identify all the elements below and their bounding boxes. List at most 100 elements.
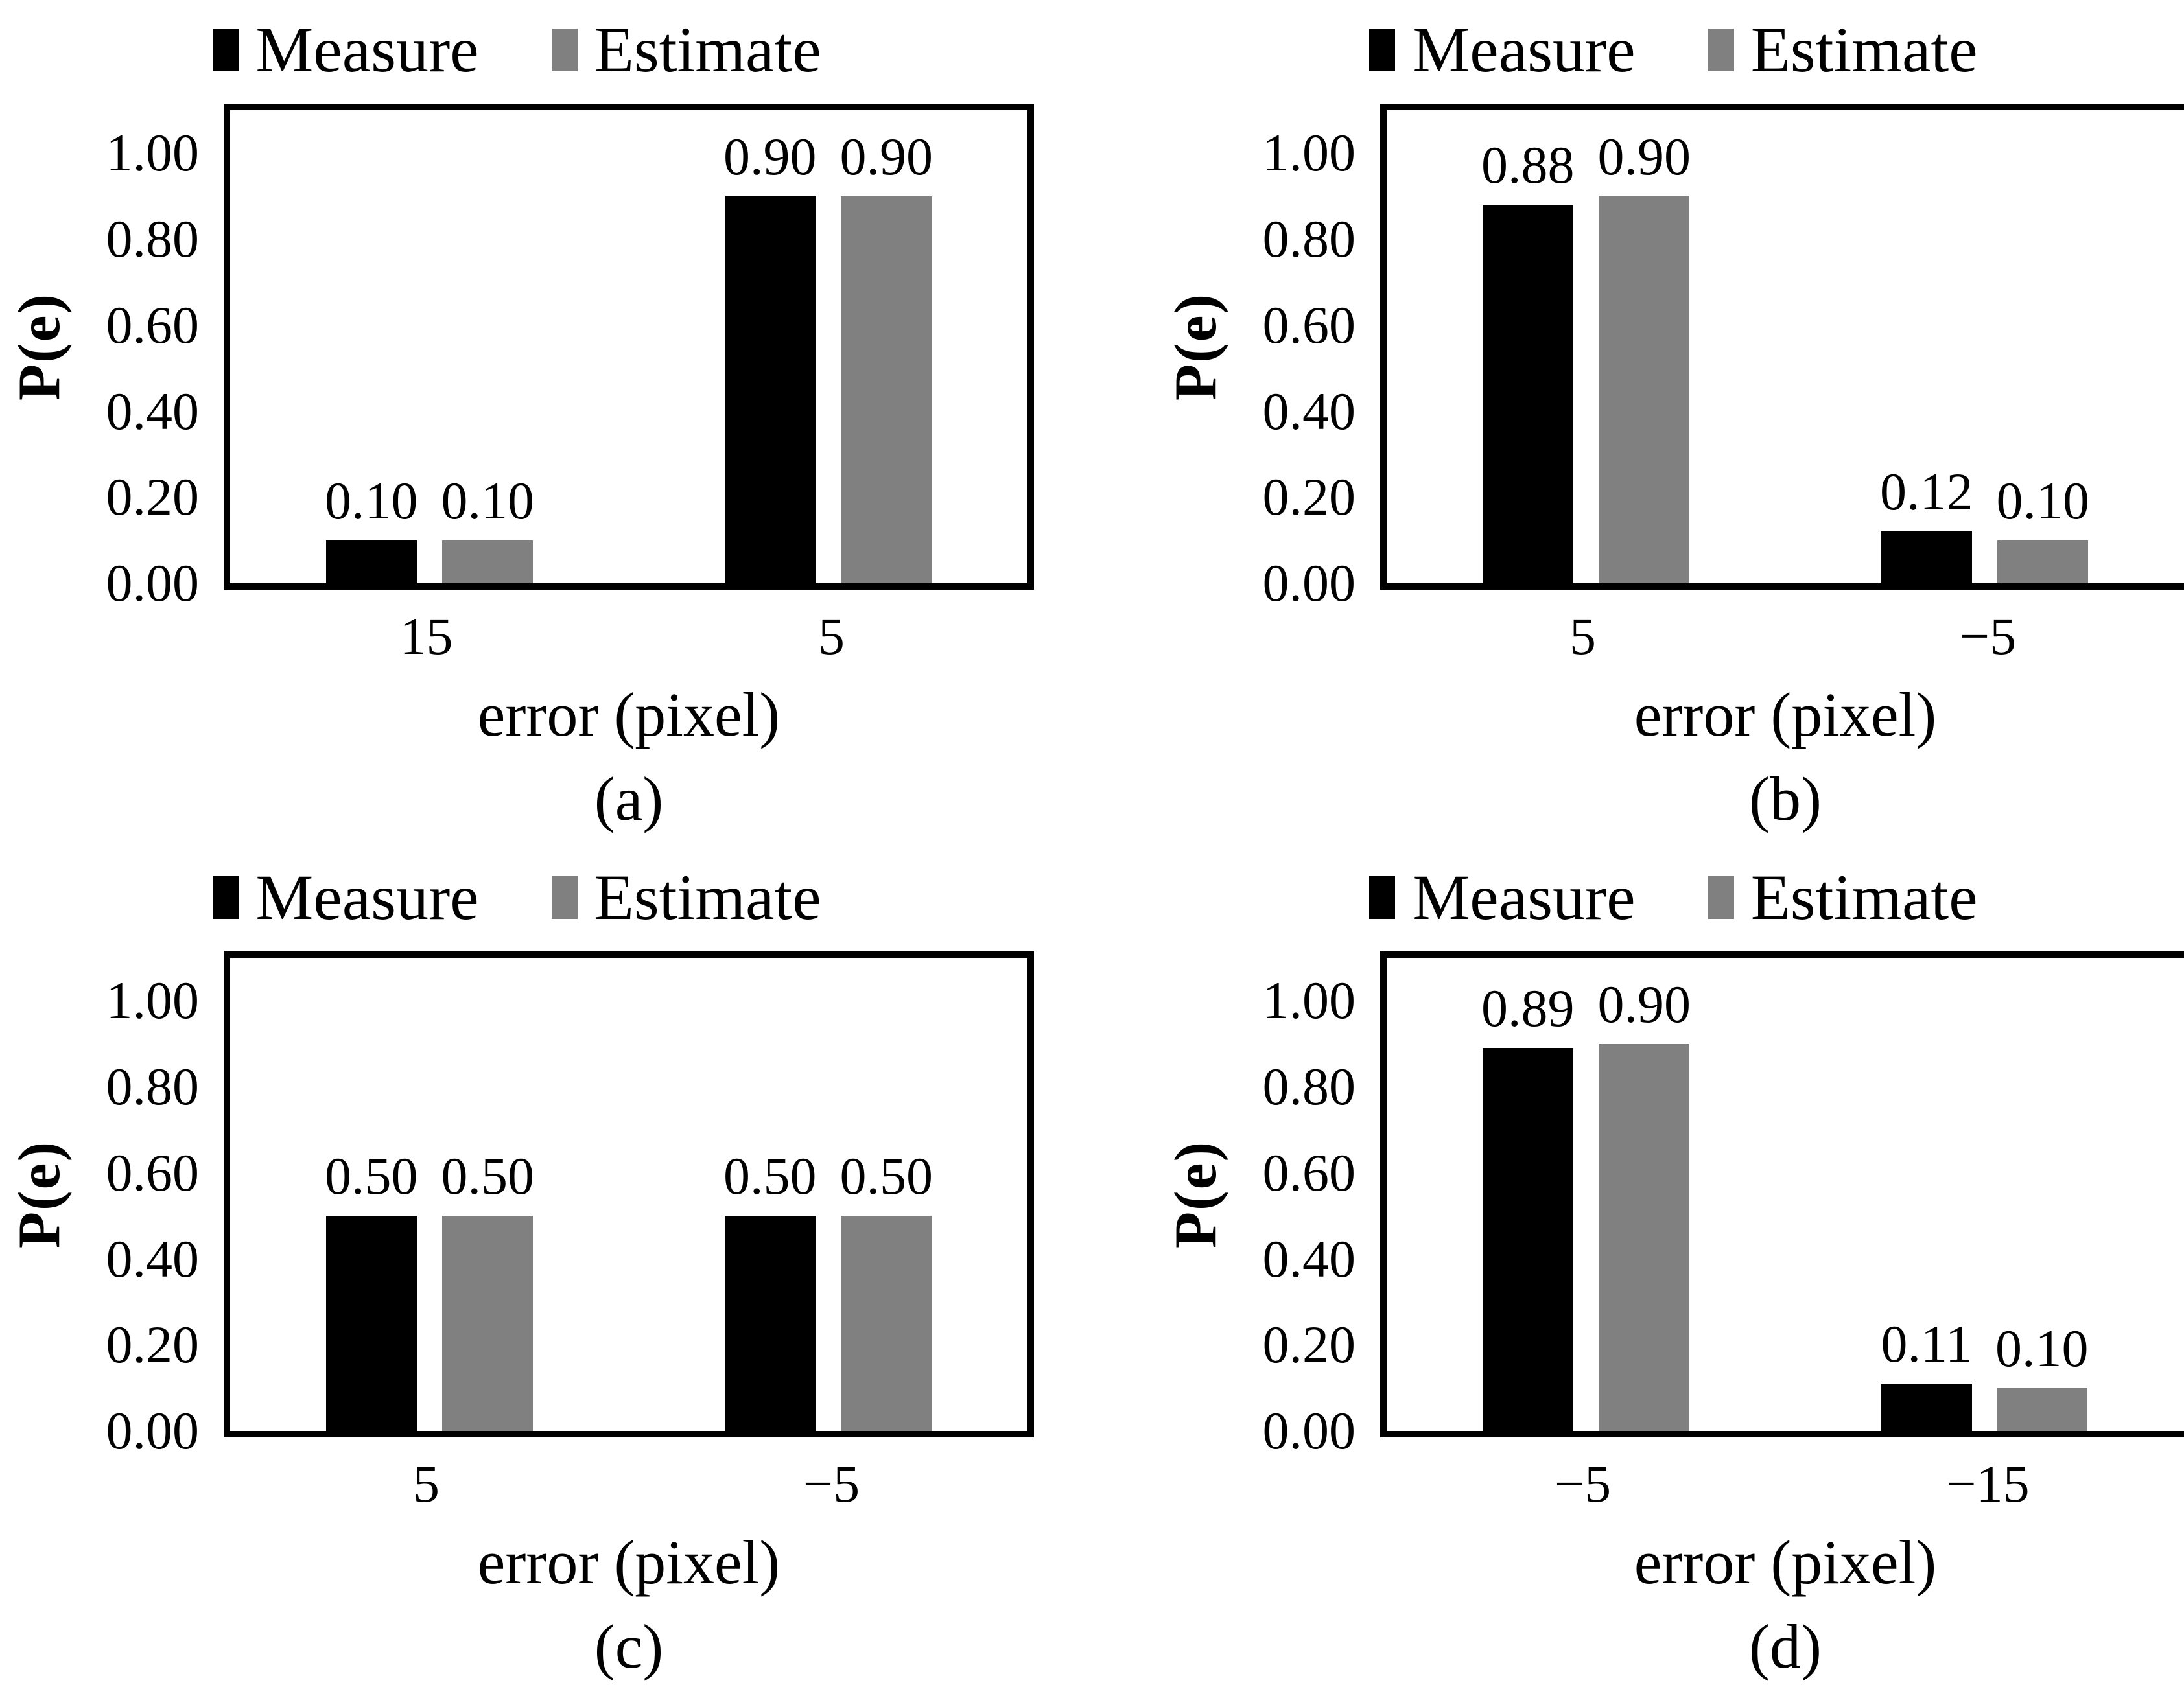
bar-value-label: 0.89: [1481, 979, 1575, 1038]
bar-column-measure: 0.50: [723, 958, 817, 1431]
bar-groups: 0.89 0.90 0.11 0.10: [1387, 958, 2184, 1431]
bar-value-label: 0.90: [1597, 126, 1691, 186]
bar-measure: [1482, 1048, 1573, 1431]
y-axis-title: P(e): [1157, 951, 1234, 1437]
bar-value-label: 0.50: [723, 1146, 817, 1206]
legend: Measure Estimate: [0, 862, 1034, 933]
category-label: −5: [1554, 1454, 1612, 1513]
bar-value-label: 0.90: [1597, 974, 1691, 1034]
bar-value-label: 0.12: [1880, 462, 1973, 522]
x-axis-categories: 5 −5: [224, 1453, 1034, 1518]
bar-value-label: 0.50: [325, 1146, 418, 1206]
legend-label-estimate: Estimate: [1750, 861, 1978, 933]
plot-area: 0.50 0.50 0.50 0.50: [224, 951, 1034, 1437]
bar-measure: [724, 196, 816, 583]
chart-main: P(e) 0.00 0.20 0.40 0.60 0.80 1.00 0.10 0.10 0.…: [0, 104, 1034, 610]
y-tick-label: 0.60: [1262, 295, 1356, 354]
bar-measure: [325, 540, 417, 583]
bar-value-label: 0.11: [1881, 1314, 1972, 1373]
legend-label-estimate: Estimate: [594, 861, 821, 933]
bar-estimate: [442, 1216, 534, 1431]
y-axis-title-text: P(e): [6, 292, 72, 401]
bar-estimate: [1996, 1388, 2087, 1431]
bar-measure: [1881, 1384, 1972, 1431]
legend-item-measure: Measure: [213, 865, 479, 930]
legend: Measure Estimate: [0, 14, 1034, 86]
bar-value-label: 0.88: [1481, 135, 1575, 194]
bar-group: 0.11 0.10: [1785, 958, 2184, 1431]
category-label: 5: [413, 1454, 440, 1513]
y-axis-title: P(e): [1157, 104, 1234, 590]
y-tick-label: 0.60: [1262, 1143, 1356, 1202]
x-axis-title: error (pixel): [477, 1528, 781, 1597]
y-axis-ticks: 0.00 0.20 0.40 0.60 0.80 1.00: [78, 110, 224, 610]
plot-area: 0.89 0.90 0.11 0.10: [1380, 951, 2184, 1437]
cell-c: Measure Estimate P(e) 0.00 0.20 0.40 0.60 0.…: [0, 808, 1092, 1681]
y-tick-label: 1.00: [106, 971, 200, 1030]
cell-a: Measure Estimate P(e) 0.00 0.20 0.40 0.60 0.…: [0, 0, 1092, 833]
measure-swatch-icon: [1369, 29, 1396, 71]
legend-item-estimate: Estimate: [551, 861, 821, 933]
y-axis-ticks: 0.00 0.20 0.40 0.60 0.80 1.00: [1234, 958, 1380, 1458]
bar-column-estimate: 0.50: [840, 958, 933, 1431]
bar-value-label: 0.10: [1995, 1318, 2089, 1378]
x-axis-title: error (pixel): [1634, 1528, 1937, 1597]
category-label: 5: [818, 607, 845, 666]
chart-main: P(e) 0.00 0.20 0.40 0.60 0.80 1.00 0.50 0.50 0.…: [0, 951, 1034, 1458]
y-tick-label: 0.80: [1262, 1057, 1356, 1117]
chart-b: Measure Estimate P(e) 0.00 0.20 0.40 0.60 0.…: [1157, 14, 2184, 837]
bar-value-label: 0.50: [840, 1146, 933, 1206]
y-tick-label: 0.60: [106, 1143, 200, 1202]
legend-item-estimate: Estimate: [1708, 17, 1978, 82]
plot-area: 0.88 0.90 0.12 0.10: [1380, 104, 2184, 590]
cell-d: Measure Estimate P(e) 0.00 0.20 0.40 0.60 0.…: [1092, 808, 2184, 1681]
plot-area: 0.10 0.10 0.90 0.90: [224, 104, 1034, 590]
y-tick-label: 0.40: [106, 381, 200, 441]
y-axis-title-text: P(e): [1162, 1140, 1228, 1249]
legend-item-measure: Measure: [1369, 865, 1636, 930]
bar-groups: 0.88 0.90 0.12 0.10: [1387, 110, 2184, 583]
chart-d: Measure Estimate P(e) 0.00 0.20 0.40 0.60 0.…: [1157, 862, 2184, 1685]
measure-swatch-icon: [1369, 876, 1396, 919]
legend-label-estimate: Estimate: [594, 14, 821, 86]
bar-value-label: 0.50: [441, 1146, 535, 1206]
cell-b: Measure Estimate P(e) 0.00 0.20 0.40 0.60 0.…: [1092, 0, 2184, 833]
bar-measure: [325, 1216, 417, 1431]
bar-column-estimate: 0.50: [441, 958, 535, 1431]
y-tick-label: 0.00: [1262, 1401, 1356, 1460]
legend-label-measure: Measure: [1412, 14, 1636, 86]
y-tick-label: 0.20: [1262, 467, 1356, 527]
bar-groups: 0.50 0.50 0.50 0.50: [230, 958, 1027, 1431]
chart-caption: (b): [1749, 764, 1822, 833]
chart-main: P(e) 0.00 0.20 0.40 0.60 0.80 1.00 0.88 0.90 0.…: [1157, 104, 2184, 610]
legend: Measure Estimate: [1157, 14, 2184, 86]
bar-column-measure: 0.11: [1881, 958, 1972, 1431]
bar-measure: [1881, 531, 1972, 583]
bar-group: 0.50 0.50: [629, 958, 1027, 1431]
y-tick-label: 0.80: [106, 209, 200, 269]
category-label: −5: [1959, 607, 2017, 666]
y-tick-label: 0.40: [1262, 381, 1356, 441]
y-axis-ticks: 0.00 0.20 0.40 0.60 0.80 1.00: [1234, 110, 1380, 610]
legend-label-measure: Measure: [255, 14, 479, 86]
chart-c: Measure Estimate P(e) 0.00 0.20 0.40 0.60 0.…: [0, 862, 1034, 1685]
bar-group: 0.90 0.90: [629, 110, 1027, 583]
bar-value-label: 0.10: [325, 471, 418, 530]
bar-column-measure: 0.50: [325, 958, 418, 1431]
y-tick-label: 0.80: [1262, 209, 1356, 269]
bar-group: 0.89 0.90: [1387, 958, 1785, 1431]
y-tick-label: 0.20: [1262, 1315, 1356, 1375]
category-label: 5: [1569, 607, 1596, 666]
bar-column-measure: 0.90: [723, 110, 817, 583]
bar-column-estimate: 0.90: [1598, 958, 1691, 1431]
bar-column-estimate: 0.10: [441, 110, 534, 583]
x-axis-title: error (pixel): [1634, 680, 1937, 749]
bar-group: 0.10 0.10: [230, 110, 629, 583]
category-label: −15: [1946, 1454, 2030, 1513]
y-axis-title-text: P(e): [6, 1140, 72, 1249]
bar-estimate: [841, 1216, 932, 1431]
y-tick-label: 0.80: [106, 1057, 200, 1117]
y-tick-label: 0.20: [106, 1315, 200, 1375]
x-axis-title: error (pixel): [477, 680, 781, 749]
